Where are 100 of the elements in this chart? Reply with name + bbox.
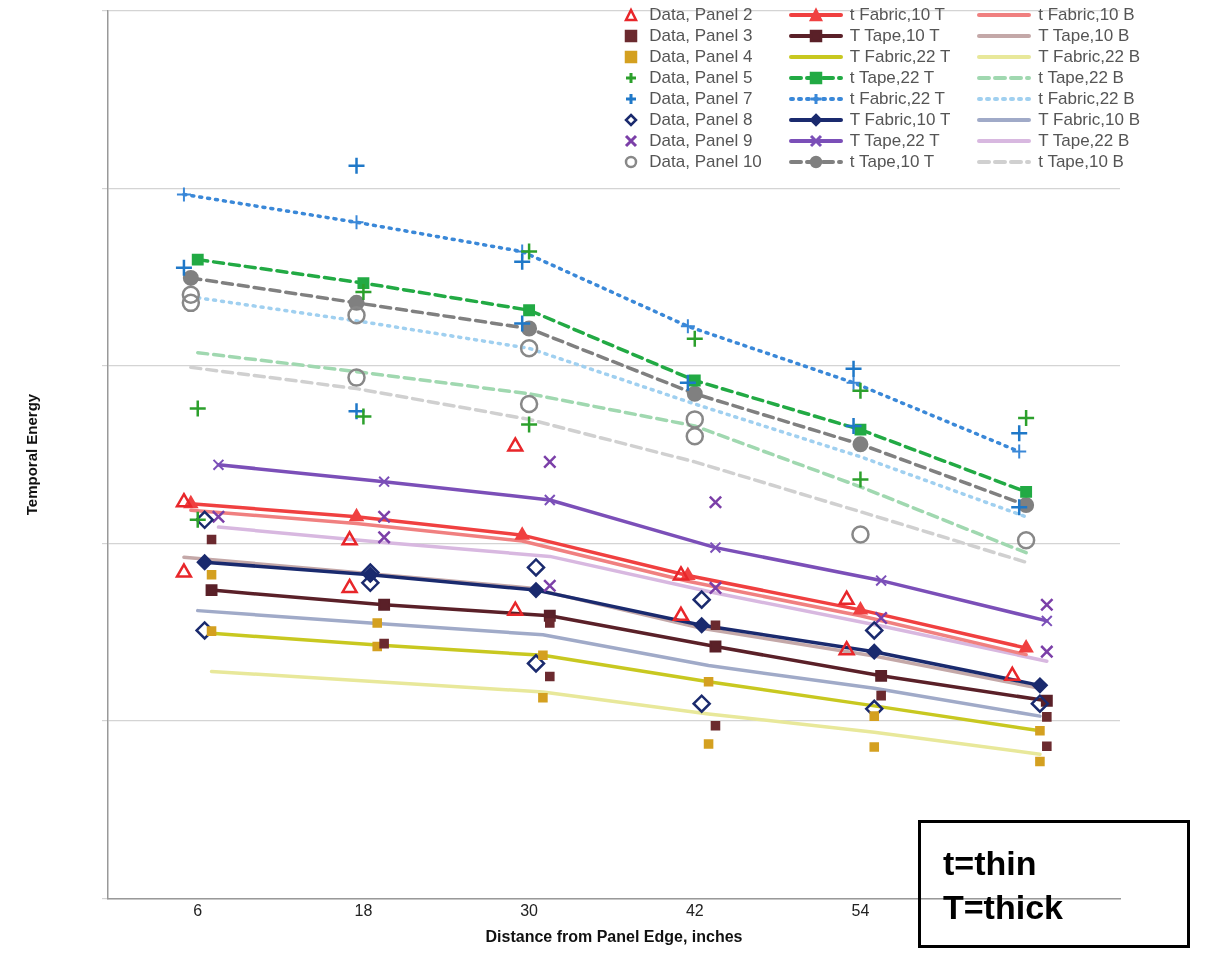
point (1031, 677, 1048, 694)
legend-label: t Fabric,22 T (849, 88, 945, 109)
point (526, 558, 546, 577)
legend-label: T Fabric,22 B (1038, 46, 1140, 67)
point (507, 601, 524, 616)
point (710, 720, 721, 731)
point (377, 509, 392, 524)
legend-label: Data, Panel 10 (649, 151, 762, 172)
point (708, 581, 723, 595)
point (851, 525, 870, 544)
point (1039, 644, 1054, 659)
point (348, 214, 365, 231)
legend-label: T Tape,22 T (849, 130, 940, 151)
point (693, 617, 710, 634)
point (175, 186, 192, 203)
x-tick-label: 30 (520, 901, 539, 919)
point (175, 563, 193, 578)
point (347, 156, 366, 176)
point (852, 436, 869, 453)
point (875, 574, 888, 587)
x-tick-label: 42 (685, 901, 704, 919)
point (1016, 531, 1036, 550)
point (710, 620, 721, 631)
point (1035, 726, 1045, 736)
point (526, 654, 546, 673)
point (874, 611, 889, 625)
legend-label: Data, Panel 2 (649, 4, 753, 25)
legend-label: Data, Panel 8 (649, 109, 753, 130)
point (851, 470, 870, 489)
point (844, 416, 863, 436)
y-axis-title: Temporal Energy (23, 393, 41, 516)
point (1042, 741, 1052, 751)
point (1040, 614, 1053, 627)
point (347, 368, 366, 387)
legend-label: T Tape,22 B (1038, 130, 1130, 151)
point (678, 373, 698, 392)
legend-label: T Tape,10 T (849, 25, 940, 46)
point (538, 650, 548, 661)
point (181, 293, 201, 313)
point (354, 282, 373, 302)
point (378, 598, 391, 611)
legend-label: t Fabric,10 T (849, 4, 945, 25)
point (545, 671, 555, 682)
point (545, 618, 555, 628)
legend-label: Data, Panel 4 (649, 46, 753, 67)
point (1011, 443, 1028, 460)
point (349, 508, 364, 522)
point (838, 640, 855, 656)
point (1042, 712, 1052, 722)
legend-label: Data, Panel 5 (649, 67, 753, 88)
legend-label: Data, Panel 7 (649, 88, 753, 109)
point (377, 530, 392, 545)
point (844, 359, 863, 379)
point (869, 742, 880, 752)
legend-label: t Tape,22 T (849, 67, 935, 88)
point (876, 690, 886, 701)
point (692, 590, 711, 609)
point (341, 578, 358, 594)
legend-label: t Fabric,10 B (1038, 4, 1135, 25)
point (519, 415, 539, 434)
legend-label: t Fabric,22 B (1038, 88, 1135, 109)
point (703, 676, 714, 687)
point (519, 339, 539, 358)
point (212, 458, 225, 471)
point (182, 269, 199, 286)
point (512, 252, 532, 272)
point (708, 495, 723, 510)
point (679, 318, 696, 335)
point (205, 584, 218, 597)
point (1035, 756, 1045, 767)
legend-label: T Tape,10 B (1038, 25, 1130, 46)
point (845, 374, 862, 391)
text-box: t=thin T=thick (918, 820, 1190, 948)
point (672, 606, 690, 622)
legend-label: T Fabric,10 B (1038, 109, 1140, 130)
point (372, 618, 383, 628)
point (354, 407, 373, 426)
point (703, 739, 714, 749)
point (672, 566, 690, 581)
point (206, 569, 217, 580)
point (378, 475, 391, 488)
point (542, 454, 557, 469)
point (512, 314, 532, 333)
point (685, 426, 705, 446)
point (507, 437, 524, 452)
point (1004, 666, 1021, 682)
point (181, 285, 201, 305)
point (538, 693, 548, 703)
point (206, 626, 217, 636)
point (838, 590, 855, 605)
point (692, 694, 711, 713)
point (174, 258, 194, 277)
point (1009, 424, 1029, 443)
point (188, 399, 207, 418)
point (379, 638, 389, 649)
point (519, 242, 539, 261)
point (875, 669, 888, 682)
point (347, 306, 366, 325)
legend-label: t Tape,22 B (1038, 67, 1124, 88)
point (211, 509, 226, 524)
